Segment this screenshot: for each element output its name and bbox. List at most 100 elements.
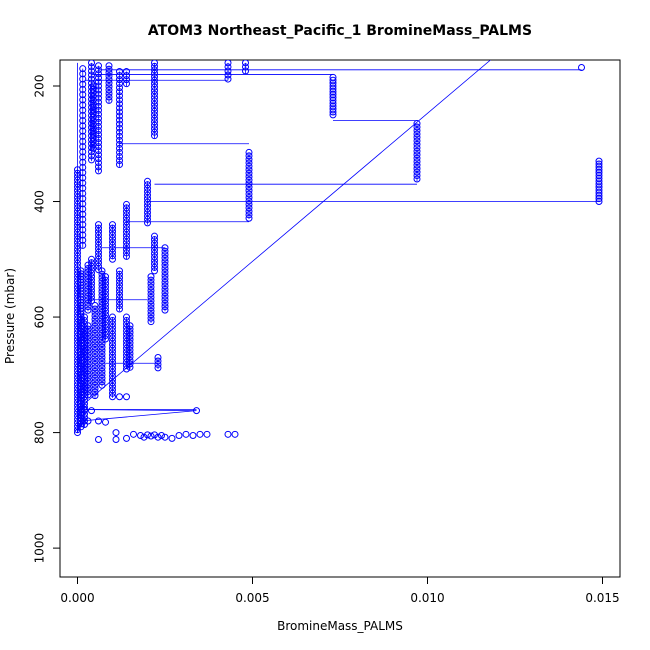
- data-point: [245, 197, 253, 205]
- data-point: [147, 290, 155, 298]
- data-point: [74, 259, 81, 267]
- data-point: [123, 317, 130, 325]
- data-point: [126, 322, 134, 330]
- data-point: [151, 431, 158, 439]
- data-point: [74, 232, 81, 240]
- data-point: [245, 211, 253, 219]
- data-point: [413, 144, 421, 152]
- data-point: [144, 195, 151, 203]
- data-point: [126, 339, 134, 347]
- data-point: [95, 70, 102, 78]
- data-point: [224, 67, 232, 75]
- data-point: [95, 86, 102, 94]
- data-point: [95, 231, 102, 239]
- data-point: [109, 379, 116, 387]
- data-point: [123, 200, 130, 208]
- y-tick-label: 800: [33, 421, 47, 444]
- data-point: [95, 252, 102, 260]
- data-point: [88, 262, 95, 270]
- data-point: [84, 296, 92, 304]
- data-point: [84, 367, 92, 375]
- data-point: [123, 358, 130, 366]
- data-point: [84, 377, 92, 385]
- data-point: [116, 68, 123, 76]
- data-point: [74, 308, 81, 316]
- data-point: [74, 395, 81, 403]
- data-point: [116, 104, 123, 112]
- data-point: [109, 234, 116, 242]
- data-point: [144, 198, 151, 206]
- data-point: [123, 207, 130, 215]
- data-point: [91, 371, 99, 379]
- data-point: [123, 348, 130, 356]
- data-point: [413, 130, 421, 138]
- data-point: [79, 122, 87, 130]
- data-point: [413, 123, 421, 131]
- data-point: [79, 205, 87, 213]
- data-point: [224, 75, 232, 83]
- data-point: [105, 86, 113, 94]
- plot-frame: [59, 59, 621, 578]
- data-point: [79, 174, 87, 182]
- data-point: [74, 252, 81, 260]
- data-point: [116, 267, 123, 275]
- data-point: [123, 355, 130, 363]
- data-point: [91, 392, 99, 400]
- data-point: [91, 353, 99, 361]
- data-point: [88, 152, 95, 160]
- data-point: [98, 322, 106, 330]
- data-point: [102, 276, 109, 284]
- data-point: [245, 169, 253, 177]
- data-point: [151, 239, 158, 247]
- data-point: [112, 436, 120, 444]
- data-point: [81, 330, 88, 338]
- data-point: [109, 317, 116, 325]
- data-point: [161, 251, 169, 259]
- data-point: [102, 280, 109, 288]
- data-point: [144, 212, 151, 220]
- data-point: [88, 286, 95, 294]
- data-point: [88, 276, 95, 284]
- data-point: [89, 99, 97, 107]
- data-point: [81, 389, 88, 397]
- data-point: [79, 111, 87, 119]
- data-point: [245, 187, 253, 195]
- data-point: [151, 87, 158, 95]
- data-point: [91, 364, 99, 372]
- data-point: [74, 405, 81, 413]
- data-point: [123, 351, 130, 359]
- data-point: [81, 365, 88, 373]
- data-point: [116, 88, 123, 96]
- data-point: [151, 104, 158, 112]
- y-axis-label: Pressure (mbar): [3, 268, 17, 364]
- data-point: [95, 66, 102, 74]
- data-point: [79, 163, 87, 171]
- data-point: [88, 297, 95, 305]
- data-point: [89, 82, 97, 90]
- data-point: [109, 252, 116, 260]
- data-point: [95, 262, 102, 270]
- data-point: [116, 295, 123, 303]
- data-point: [84, 353, 92, 361]
- data-point: [147, 293, 155, 301]
- data-point: [151, 90, 158, 98]
- data-point: [79, 184, 87, 192]
- data-point: [74, 263, 81, 271]
- data-point: [98, 319, 106, 327]
- data-point: [161, 271, 169, 279]
- data-point: [151, 73, 158, 81]
- data-point: [98, 277, 106, 285]
- data-point: [151, 260, 158, 268]
- data-point: [79, 179, 87, 187]
- data-point: [84, 370, 92, 378]
- data-point: [123, 235, 130, 243]
- data-point: [144, 431, 151, 439]
- data-point: [89, 85, 97, 93]
- data-point: [116, 152, 123, 160]
- data-point: [116, 72, 123, 80]
- data-point: [95, 110, 102, 118]
- data-point: [88, 266, 95, 274]
- data-point: [126, 349, 134, 357]
- data-point: [116, 302, 123, 310]
- data-point: [91, 336, 99, 344]
